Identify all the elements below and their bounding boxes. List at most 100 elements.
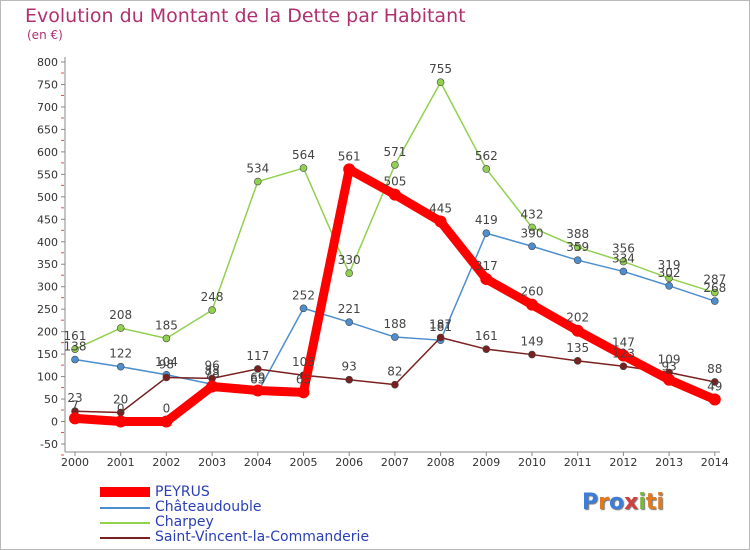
data-point	[573, 243, 582, 251]
data-label: 20	[113, 393, 128, 407]
legend-item-saint-vincent: Saint-Vincent-la-Commanderie	[100, 529, 400, 545]
data-label: 317	[475, 259, 498, 273]
data-label: 161	[64, 329, 87, 343]
x-tick-label: 2006	[335, 456, 363, 469]
x-tick-label: 2003	[198, 456, 226, 469]
data-label: 390	[521, 226, 544, 240]
data-point	[251, 384, 264, 397]
data-point	[480, 273, 493, 286]
data-label: 187	[429, 317, 452, 331]
data-label: 561	[338, 149, 361, 163]
chart-title: Evolution du Montant de la Dette par Hab…	[25, 5, 466, 27]
x-tick-label: 2009	[472, 456, 500, 469]
data-label: 109	[658, 353, 681, 367]
x-tick-label: 2001	[107, 456, 135, 469]
data-label: 319	[658, 258, 681, 272]
data-point	[619, 362, 628, 371]
legend-swatch-saint-vincent	[100, 537, 150, 539]
y-tick-label: -50	[40, 438, 58, 451]
data-label: 419	[475, 213, 498, 227]
legend-label: Charpey	[155, 514, 214, 530]
x-tick-label: 2005	[290, 456, 318, 469]
data-point	[436, 333, 445, 342]
data-point	[528, 242, 536, 251]
legend-item-chateaudouble: Châteaudouble	[100, 499, 400, 515]
data-point	[116, 324, 125, 332]
data-point	[299, 164, 308, 172]
data-label: 0	[163, 402, 171, 416]
data-label: 78	[204, 366, 219, 380]
series-line	[74, 81, 716, 350]
data-label: 83	[204, 364, 219, 378]
y-tick-label: 250	[37, 303, 58, 316]
data-label: 356	[612, 242, 635, 256]
data-point	[663, 373, 676, 386]
data-label: 208	[109, 308, 132, 322]
x-tick-label: 2010	[518, 456, 546, 469]
data-label: 103	[292, 355, 315, 369]
data-point	[71, 355, 79, 364]
legend-item-peyrus: PEYRUS	[100, 484, 400, 500]
y-tick-label: 700	[37, 101, 58, 114]
data-point	[345, 318, 354, 327]
y-tick-label: 50	[44, 393, 58, 406]
y-tick-label: 300	[37, 281, 58, 294]
x-tick-label: 2011	[564, 456, 592, 469]
data-point	[482, 345, 491, 353]
data-label: 202	[566, 311, 589, 325]
x-tick-label: 2012	[609, 456, 637, 469]
data-point	[388, 188, 401, 201]
data-label: 117	[246, 349, 269, 363]
data-point	[253, 365, 262, 373]
data-label: 96	[204, 358, 219, 372]
data-label: 359	[566, 240, 589, 254]
data-point	[710, 378, 719, 386]
data-point	[708, 393, 721, 406]
data-label: 104	[155, 355, 178, 369]
data-label: 252	[292, 288, 315, 302]
data-point	[482, 229, 491, 238]
data-point	[162, 373, 171, 382]
data-point	[116, 362, 125, 371]
data-point	[71, 345, 79, 353]
data-point	[619, 267, 628, 276]
data-label: 123	[612, 346, 635, 360]
data-label: 135	[566, 341, 589, 355]
data-label: 98	[159, 357, 174, 371]
legend-label: PEYRUS	[155, 484, 210, 500]
data-label: 302	[658, 266, 681, 280]
line-chart: -500501001502002503003504004505005506006…	[37, 56, 729, 469]
data-label: 571	[383, 145, 406, 159]
data-point	[297, 386, 310, 399]
data-point	[206, 380, 219, 393]
data-point	[528, 223, 536, 232]
data-label: 0	[117, 402, 125, 416]
y-tick-label: 350	[37, 258, 58, 271]
data-point	[345, 269, 354, 278]
x-tick-label: 2004	[244, 456, 272, 469]
data-point	[710, 288, 719, 297]
y-tick-label: 150	[37, 348, 58, 361]
y-tick-label: 200	[37, 326, 58, 339]
data-label: 49	[707, 380, 722, 394]
data-point	[665, 282, 673, 290]
x-tick-label: 2007	[381, 456, 409, 469]
chart-unit-label: (en €)	[27, 28, 63, 42]
data-label: 445	[429, 202, 452, 216]
data-label: 88	[707, 362, 722, 376]
data-point	[69, 412, 81, 425]
data-label: 260	[521, 285, 544, 299]
data-label: 221	[338, 302, 361, 316]
data-label: 138	[64, 340, 87, 354]
data-label: 93	[661, 360, 676, 374]
data-point	[617, 349, 630, 362]
data-point	[299, 304, 308, 313]
data-point	[571, 324, 584, 337]
data-label: 161	[475, 329, 498, 343]
data-label: 287	[703, 273, 726, 287]
y-tick-label: 550	[37, 168, 58, 181]
data-label: 147	[612, 335, 635, 349]
data-label: 334	[612, 251, 635, 265]
data-point	[665, 274, 673, 282]
